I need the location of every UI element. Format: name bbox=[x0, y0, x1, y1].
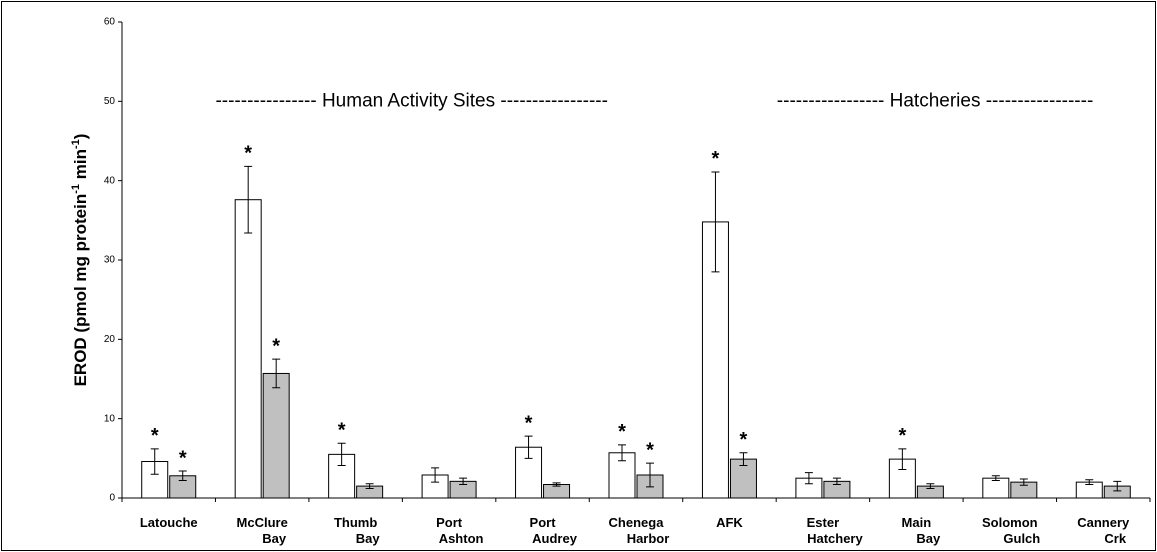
bar bbox=[328, 453, 356, 499]
error-bar bbox=[832, 477, 841, 486]
y-tick-label: 30 bbox=[104, 255, 116, 266]
error-bar bbox=[926, 483, 935, 489]
error-bar bbox=[244, 165, 253, 234]
x-tick-line: Hatchery bbox=[807, 531, 863, 546]
error-bar bbox=[337, 442, 346, 466]
x-tick-line: Ester bbox=[807, 515, 840, 530]
x-tick-line: Port bbox=[436, 515, 463, 530]
significance-marker: * bbox=[618, 421, 626, 443]
bar bbox=[262, 372, 290, 499]
y-tick-label: 10 bbox=[104, 413, 116, 424]
x-tick-label: Latouche bbox=[140, 515, 198, 530]
x-tick-line: Chenega bbox=[609, 515, 665, 530]
significance-marker: * bbox=[898, 425, 906, 447]
significance-marker: * bbox=[244, 143, 252, 165]
x-tick-line: Thumb bbox=[334, 515, 377, 530]
bar bbox=[234, 199, 262, 499]
x-tick-line: Port bbox=[530, 515, 557, 530]
y-tick-label: 20 bbox=[104, 334, 116, 345]
x-tick-label: Solomon Gulch bbox=[982, 515, 1040, 546]
error-bar bbox=[552, 482, 561, 487]
x-tick-line: Main bbox=[902, 515, 932, 530]
x-tick-label: Ester Hatchery bbox=[807, 515, 864, 546]
error-bar bbox=[804, 472, 813, 485]
x-tick-line: AFK bbox=[716, 515, 743, 530]
error-bar bbox=[711, 171, 720, 273]
x-tick-label: McClure Bay bbox=[237, 515, 288, 546]
significance-marker: * bbox=[712, 148, 720, 170]
x-tick-label: Main Bay bbox=[902, 515, 942, 546]
significance-marker: * bbox=[151, 425, 159, 447]
error-bar bbox=[524, 435, 533, 459]
significance-marker: * bbox=[338, 420, 346, 442]
error-bar bbox=[739, 452, 748, 466]
x-tick-line: Bay bbox=[916, 531, 941, 546]
annotation: ----------------- Hatcheries -----------… bbox=[777, 90, 1094, 111]
x-tick-label: Port Ashton bbox=[436, 515, 483, 546]
y-axis-label: EROD (pmol mg protein-1 min-1) bbox=[70, 134, 91, 387]
error-bar bbox=[431, 467, 440, 483]
error-bar bbox=[1113, 480, 1122, 492]
annotation: ---------------- Human Activity Sites --… bbox=[215, 90, 608, 111]
significance-marker: * bbox=[740, 429, 748, 451]
error-bar bbox=[1019, 478, 1028, 486]
x-tick-line: Crk bbox=[1104, 531, 1126, 546]
bar bbox=[982, 477, 1010, 499]
x-tick-line: Solomon bbox=[982, 515, 1038, 530]
y-tick-label: 40 bbox=[104, 175, 116, 186]
x-tick-label: Chenega Harbor bbox=[609, 515, 670, 546]
error-bar bbox=[898, 448, 907, 470]
error-bar bbox=[646, 462, 654, 488]
x-tick-label: Cannery Crk bbox=[1077, 515, 1130, 546]
significance-marker: * bbox=[646, 439, 654, 461]
error-bar bbox=[178, 470, 187, 482]
x-tick-label: AFK bbox=[716, 515, 743, 530]
significance-marker: * bbox=[272, 335, 280, 357]
x-tick-line: Audrey bbox=[532, 531, 578, 546]
x-tick-line: Latouche bbox=[140, 515, 198, 530]
x-tick-line: Cannery bbox=[1077, 515, 1130, 530]
x-tick-line: Bay bbox=[262, 531, 287, 546]
error-bar bbox=[365, 483, 374, 489]
x-tick-line: Bay bbox=[356, 531, 381, 546]
x-tick-label: Port Audrey bbox=[530, 515, 578, 546]
significance-marker: * bbox=[179, 447, 187, 469]
error-bar bbox=[618, 444, 626, 462]
y-tick-label: 50 bbox=[104, 96, 116, 107]
x-tick-label: Thumb Bay bbox=[334, 515, 380, 546]
significance-marker: * bbox=[525, 412, 533, 434]
y-tick-label: 0 bbox=[109, 493, 115, 504]
error-bar bbox=[150, 448, 159, 475]
error-bar bbox=[459, 477, 468, 486]
x-tick-line: Harbor bbox=[627, 531, 670, 546]
error-bar bbox=[991, 475, 1000, 482]
x-tick-line: McClure bbox=[237, 515, 288, 530]
y-tick-label: 60 bbox=[104, 17, 116, 28]
error-bar bbox=[1085, 479, 1094, 486]
error-bar bbox=[272, 358, 281, 389]
x-tick-line: Ashton bbox=[439, 531, 484, 546]
x-tick-line: Gulch bbox=[1003, 531, 1040, 546]
